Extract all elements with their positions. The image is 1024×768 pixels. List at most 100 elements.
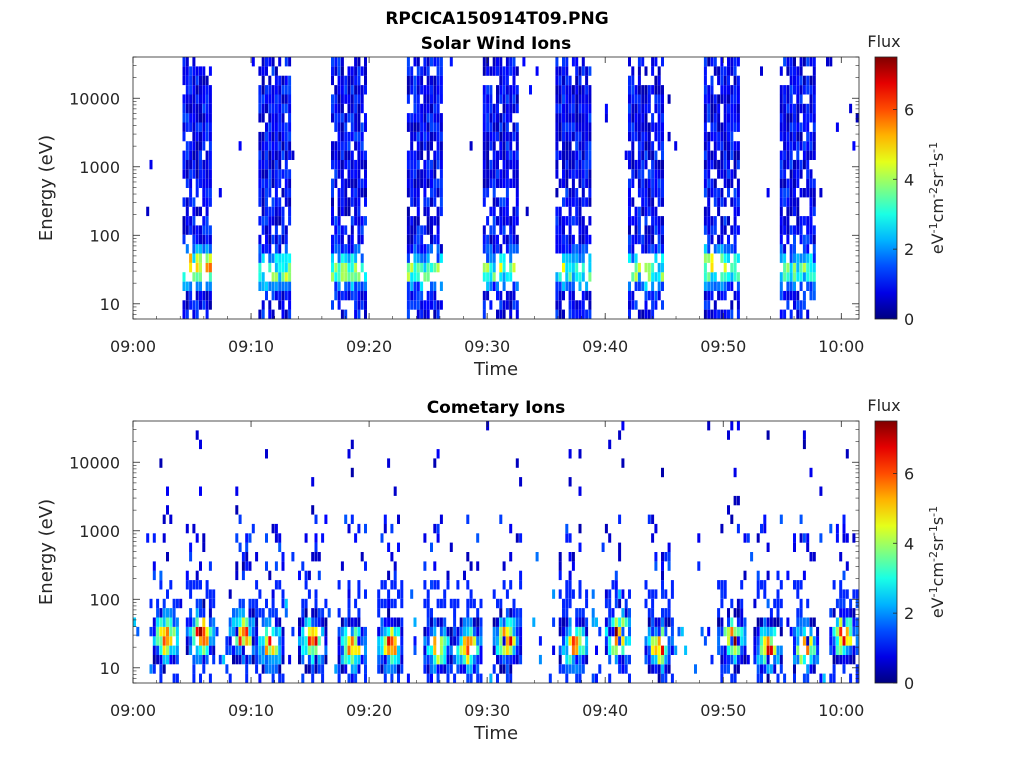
heatmap-cell — [509, 253, 513, 263]
heatmap-cell — [647, 141, 651, 151]
heatmap-cell — [340, 94, 344, 104]
heatmap-cell — [218, 654, 222, 665]
heatmap-cell — [730, 626, 734, 637]
heatmap-cell — [189, 103, 193, 114]
heatmap-cell — [413, 178, 417, 188]
heatmap-cell — [205, 75, 209, 86]
heatmap-cell — [631, 253, 635, 263]
heatmap-cell — [324, 617, 328, 627]
heatmap-cell — [529, 85, 532, 95]
heatmap-cell — [793, 159, 796, 170]
heatmap-cell — [647, 272, 651, 282]
heatmap-cell — [736, 188, 740, 198]
heatmap-cell — [426, 66, 430, 76]
heatmap-cell — [340, 75, 344, 86]
heatmap-cell — [565, 253, 569, 263]
heatmap-cell — [340, 654, 344, 665]
heatmap-cell — [245, 664, 249, 674]
heatmap-cell — [802, 122, 806, 132]
heatmap-cell — [354, 617, 358, 627]
heatmap-cell — [555, 94, 559, 104]
heatmap-cell — [505, 178, 509, 188]
heatmap-cell — [634, 169, 638, 179]
heatmap-cell — [730, 272, 734, 282]
heatmap-cell — [189, 262, 193, 273]
heatmap-cell — [578, 645, 582, 655]
heatmap-cell — [205, 169, 209, 179]
heatmap-cell — [324, 654, 328, 665]
heatmap-cell — [288, 103, 292, 114]
heatmap-cell — [350, 664, 354, 674]
heatmap-cell — [720, 197, 724, 207]
heatmap-cell — [357, 188, 361, 198]
heatmap-cell — [466, 580, 470, 590]
heatmap-cell — [502, 654, 506, 665]
heatmap-cell — [482, 300, 486, 310]
heatmap-cell — [509, 150, 513, 160]
axes-box — [132, 56, 860, 320]
heatmap-cell — [344, 197, 348, 207]
heatmap-cell — [192, 617, 196, 627]
heatmap-cell — [651, 608, 655, 618]
heatmap-cell — [581, 608, 585, 618]
heatmap-cell — [713, 225, 717, 235]
heatmap-cell — [357, 617, 361, 627]
heatmap-cell — [779, 85, 783, 95]
heatmap-cell — [156, 608, 160, 618]
heatmap-cell — [571, 234, 575, 245]
heatmap-cell — [736, 225, 740, 235]
heatmap-cell — [565, 141, 569, 151]
heatmap-cell — [562, 150, 565, 160]
heatmap-cell — [195, 169, 199, 179]
heatmap-cell — [637, 66, 641, 76]
heatmap-cell — [255, 608, 259, 618]
heatmap-cell — [651, 57, 655, 67]
heatmap-cell — [426, 169, 430, 179]
heatmap-cell — [423, 244, 427, 254]
heatmap-cell — [736, 608, 740, 618]
heatmap-cell — [505, 150, 509, 160]
heatmap-cell — [783, 169, 787, 179]
heatmap-cell — [406, 178, 410, 188]
heatmap-cell — [657, 636, 661, 646]
heatmap-cell — [581, 169, 585, 179]
heatmap-cell — [195, 290, 199, 301]
heatmap-cell — [423, 561, 427, 571]
heatmap-cell — [350, 253, 354, 263]
heatmap-cell — [637, 122, 641, 132]
heatmap-cell — [723, 150, 727, 160]
heatmap-cell — [710, 309, 714, 319]
heatmap-cell — [730, 300, 734, 310]
y-axis-label: Energy (eV) — [36, 499, 57, 605]
heatmap-cell — [387, 542, 391, 552]
heatmap-cell — [710, 75, 714, 86]
heatmap-cell — [182, 159, 186, 170]
heatmap-cell — [251, 617, 255, 627]
heatmap-cell — [393, 626, 397, 637]
heatmap-cell — [189, 197, 193, 207]
heatmap-cell — [496, 113, 499, 123]
heatmap-cell — [727, 141, 730, 151]
heatmap-cell — [175, 636, 179, 646]
heatmap-cell — [189, 253, 193, 263]
heatmap-cell — [406, 113, 410, 123]
heatmap-cell — [641, 150, 645, 160]
heatmap-cell — [268, 608, 272, 618]
heatmap-cell — [377, 626, 381, 637]
heatmap-cell — [387, 617, 391, 627]
heatmap-cell — [291, 150, 295, 160]
heatmap-cell — [271, 169, 275, 179]
heatmap-cell — [334, 234, 338, 245]
heatmap-cell — [278, 141, 282, 151]
heatmap-cell — [420, 103, 424, 114]
heatmap-cell — [486, 234, 490, 245]
heatmap-cell — [479, 673, 483, 683]
heatmap-cell — [208, 122, 212, 132]
heatmap-cell — [816, 626, 820, 637]
heatmap-cell — [205, 244, 209, 254]
heatmap-cell — [502, 141, 506, 151]
heatmap-cell — [482, 66, 486, 76]
heatmap-cell — [713, 272, 717, 282]
heatmap-cell — [413, 131, 417, 142]
heatmap-cell — [736, 113, 740, 123]
